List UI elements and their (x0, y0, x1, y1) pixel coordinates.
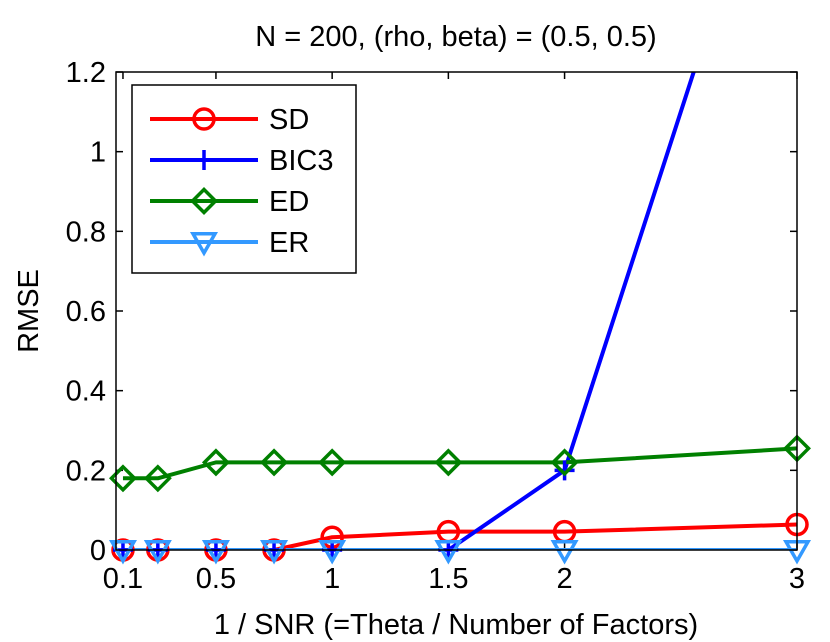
data-point-er (318, 540, 347, 565)
y-tick-label: 0 (90, 535, 106, 567)
series-line-sd (122, 522, 797, 550)
x-tick-label: 3 (789, 563, 805, 595)
legend-label-sd: SD (269, 104, 309, 136)
y-tick-label: 0.6 (66, 296, 106, 328)
x-axis-label: 1 / SNR (=Theta / Number of Factors) (214, 609, 698, 641)
legend-box (131, 84, 357, 274)
y-tick-label: 0.2 (66, 455, 106, 487)
data-point-er (108, 540, 137, 565)
x-tick-label: 1.5 (428, 563, 468, 595)
y-tick-label: 0.4 (66, 376, 106, 408)
data-point-ed (260, 448, 289, 477)
legend-marker-ed (190, 187, 218, 215)
y-axis-label: RMSE (13, 269, 45, 353)
data-point-er (201, 540, 230, 565)
data-point-bic3 (554, 460, 575, 481)
x-tick-label: 2 (557, 563, 573, 595)
legend-marker-bic3 (194, 150, 214, 170)
data-point-ed (143, 464, 172, 493)
chart-title: N = 200, (rho, beta) = (0.5, 0.5) (255, 21, 656, 53)
x-tick-label: 0.5 (196, 563, 236, 595)
plot-area-frame (115, 71, 798, 551)
legend: SD BIC3 ED ER (131, 84, 357, 274)
legend-label-er: ER (269, 227, 309, 259)
data-point-er (434, 540, 463, 565)
y-tick-label: 1.2 (66, 57, 106, 89)
data-point-er (550, 540, 579, 565)
data-point-ed (434, 448, 463, 477)
legend-marker-sd (192, 107, 216, 131)
y-tick-label: 1 (90, 137, 106, 169)
data-point-ed (318, 448, 347, 477)
series-line-bic3 (122, 72, 696, 550)
legend-label-ed: ED (269, 186, 309, 218)
x-tick-label: 1 (324, 563, 340, 595)
legend-label-bic3: BIC3 (269, 145, 333, 177)
y-tick-label: 0.8 (66, 216, 106, 248)
legend-marker-er (189, 232, 219, 257)
x-tick-label: 0.1 (103, 563, 143, 595)
data-point-er (143, 540, 172, 565)
data-point-er (260, 540, 289, 565)
data-point-ed (550, 448, 579, 477)
data-point-ed (201, 448, 230, 477)
